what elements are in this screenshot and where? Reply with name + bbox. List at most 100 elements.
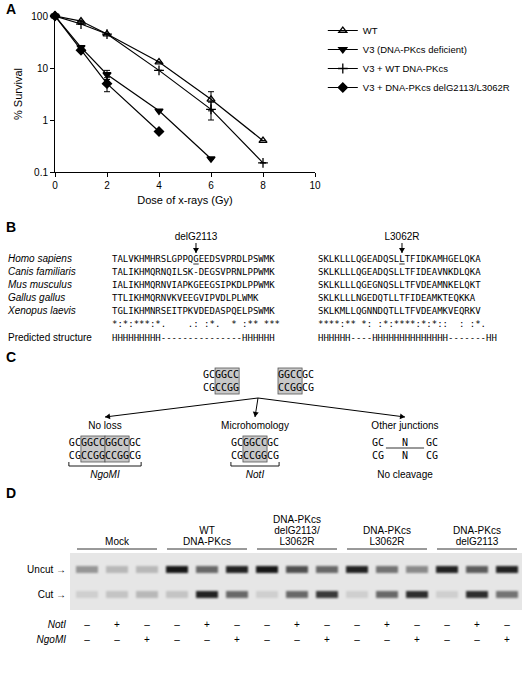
svg-text:–: – <box>204 634 210 645</box>
svg-text:CG: CG <box>231 450 243 461</box>
svg-text:–: – <box>474 634 480 645</box>
svg-text:Xenopus laevis: Xenopus laevis <box>7 305 76 316</box>
svg-text:–: – <box>444 619 450 630</box>
svg-text:*:*:***:*. .: :*. * :** **: *:*:***:*. .: :*. * :** *** <box>112 319 280 329</box>
svg-text:+: + <box>144 634 150 645</box>
svg-text:****:** *: :*:****:*:*:: : :*: ****:** *: :*:****:*:*:: : :*. <box>318 319 486 329</box>
svg-text:–: – <box>414 619 420 630</box>
svg-text:CG: CG <box>69 450 81 461</box>
svg-text:WT: WT <box>363 25 378 36</box>
svg-text:B: B <box>6 219 16 235</box>
svg-text:CG: CG <box>372 450 384 461</box>
svg-text:HHHHHHHHH---------------HHHHHH: HHHHHHHHH---------------HHHHHH <box>112 333 275 343</box>
svg-text:8: 8 <box>260 180 266 191</box>
svg-text:GGCC: GGCC <box>278 369 302 380</box>
svg-text:GC: GC <box>267 437 279 448</box>
svg-text:Homo sapiens: Homo sapiens <box>8 253 72 264</box>
svg-text:0: 0 <box>52 180 58 191</box>
svg-text:Microhomology: Microhomology <box>221 420 289 431</box>
svg-text:IALIKHMQRNVIAPKGEEGSIPKDLPPWMK: IALIKHMQRNVIAPKGEEGSIPKDLPPWMK <box>112 280 275 290</box>
svg-text:Cut →: Cut → <box>38 589 66 600</box>
svg-text:GC: GC <box>302 369 314 380</box>
svg-text:C: C <box>6 349 16 365</box>
svg-text:–: – <box>114 634 120 645</box>
svg-text:delG2113: delG2113 <box>456 536 499 547</box>
svg-text:V3 + WT DNA-PKcs: V3 + WT DNA-PKcs <box>363 63 448 74</box>
svg-text:GC: GC <box>129 437 141 448</box>
svg-text:N: N <box>402 450 408 461</box>
svg-text:SKLKMLLQGNNDQTLLTFVDEAMKVEQRKV: SKLKMLLQGNNDQTLLTFVDEAMKVEQRKV <box>318 306 481 316</box>
svg-text:% Survival: % Survival <box>12 68 24 120</box>
svg-text:D: D <box>6 485 16 501</box>
svg-text:SKLKLLLQGEADQSLLTFIDEAVNKDLQKA: SKLKLLLQGEADQSLLTFIDEAVNKDLQKA <box>318 267 481 277</box>
svg-text:L3062R: L3062R <box>369 536 404 547</box>
svg-text:delG2113: delG2113 <box>175 231 218 242</box>
svg-text:+: + <box>414 634 420 645</box>
svg-text:Mock: Mock <box>105 536 130 547</box>
svg-text:–: – <box>324 619 330 630</box>
svg-text:V3 (DNA-PKcs deficient): V3 (DNA-PKcs deficient) <box>363 44 467 55</box>
svg-text:GC: GC <box>203 369 215 380</box>
svg-text:Other junctions: Other junctions <box>371 420 438 431</box>
svg-text:+: + <box>384 619 390 630</box>
svg-text:GGCC: GGCC <box>81 437 105 448</box>
svg-text:delG2113/: delG2113/ <box>274 525 320 536</box>
svg-text:–: – <box>84 619 90 630</box>
svg-text:CG: CG <box>267 450 279 461</box>
svg-text:–: – <box>144 619 150 630</box>
svg-text:–: – <box>84 634 90 645</box>
svg-text:–: – <box>234 619 240 630</box>
svg-text:CG: CG <box>203 382 215 393</box>
svg-text:0.1: 0.1 <box>34 167 48 178</box>
svg-text:–: – <box>444 634 450 645</box>
svg-text:+: + <box>204 619 210 630</box>
svg-text:10: 10 <box>309 180 321 191</box>
svg-text:CG: CG <box>426 450 438 461</box>
svg-text:–: – <box>294 634 300 645</box>
svg-text:GGCC: GGCC <box>243 437 267 448</box>
svg-text:–: – <box>174 634 180 645</box>
svg-text:–: – <box>174 619 180 630</box>
svg-text:GC: GC <box>426 437 438 448</box>
svg-text:Gallus gallus: Gallus gallus <box>8 292 65 303</box>
svg-text:Dose of x-rays (Gy): Dose of x-rays (Gy) <box>137 194 232 206</box>
svg-text:GC: GC <box>231 437 243 448</box>
svg-text:DNA-PKcs: DNA-PKcs <box>183 536 231 547</box>
svg-text:DNA-PKcs: DNA-PKcs <box>453 525 501 536</box>
svg-text:GC: GC <box>69 437 81 448</box>
svg-text:Predicted structure: Predicted structure <box>8 332 92 343</box>
svg-text:CCGG: CCGG <box>215 382 239 393</box>
svg-text:+: + <box>114 619 120 630</box>
svg-text:SKLKLLLQGEADQSLLTFIDKAMHGELQKA: SKLKLLLQGEADQSLLTFIDKAMHGELQKA <box>318 254 481 264</box>
svg-text:Mus musculus: Mus musculus <box>8 279 72 290</box>
svg-text:CG: CG <box>302 382 314 393</box>
svg-text:TTLIKHMQRNVKVEEGVIPVDLPLWMK: TTLIKHMQRNVKVEEGVIPVDLPLWMK <box>112 293 259 303</box>
svg-text:+: + <box>474 619 480 630</box>
svg-text:Canis familiaris: Canis familiaris <box>8 266 76 277</box>
svg-text:NotI: NotI <box>246 469 265 480</box>
svg-text:V3 + DNA-PKcs delG2113/L3062R: V3 + DNA-PKcs delG2113/L3062R <box>363 82 510 93</box>
svg-text:NgoMI: NgoMI <box>37 634 67 645</box>
svg-text:GC: GC <box>372 437 384 448</box>
svg-text:–: – <box>384 634 390 645</box>
svg-text:4: 4 <box>156 180 162 191</box>
svg-text:–: – <box>264 619 270 630</box>
svg-text:WT: WT <box>199 525 215 536</box>
svg-text:GGCC: GGCC <box>105 437 129 448</box>
svg-text:–: – <box>264 634 270 645</box>
svg-text:10: 10 <box>37 63 49 74</box>
svg-text:CG: CG <box>129 450 141 461</box>
svg-text:NgoMI: NgoMI <box>90 469 120 480</box>
svg-text:–: – <box>354 619 360 630</box>
svg-text:100: 100 <box>31 11 48 22</box>
svg-text:–: – <box>504 619 510 630</box>
svg-text:TALIKHMQRNQILSK-DEGSVPRNLPPWMK: TALIKHMQRNQILSK-DEGSVPRNLPPWMK <box>112 267 275 277</box>
svg-text:+: + <box>294 619 300 630</box>
svg-text:DNA-PKcs: DNA-PKcs <box>273 514 321 525</box>
svg-text:1: 1 <box>42 115 48 126</box>
svg-text:Uncut →: Uncut → <box>27 564 66 575</box>
svg-text:CCGG: CCGG <box>278 382 302 393</box>
svg-text:–: – <box>354 634 360 645</box>
svg-text:TGLIKHMNRSEITPKVDEDASPQELPSWMK: TGLIKHMNRSEITPKVDEDASPQELPSWMK <box>112 306 275 316</box>
svg-text:6: 6 <box>208 180 214 191</box>
